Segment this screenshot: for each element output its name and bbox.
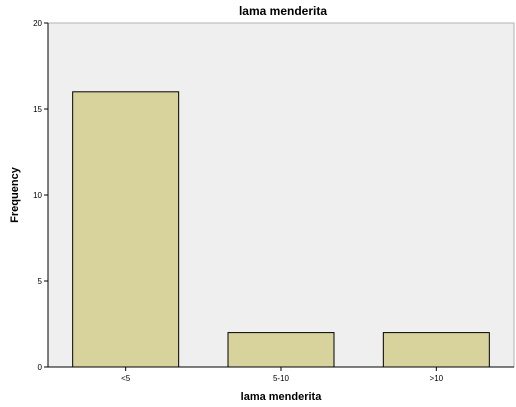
- chart-title: lama menderita: [239, 4, 327, 18]
- x-tick-label: 5-10: [273, 374, 290, 383]
- y-tick-label: 20: [33, 19, 42, 28]
- bar: [382, 332, 490, 368]
- x-tick-label: <5: [121, 374, 131, 383]
- y-axis-ticks: 0 5 10 15 20: [33, 19, 48, 372]
- x-axis-ticks: <5 5-10 >10: [121, 367, 444, 383]
- y-tick-label: 10: [33, 191, 42, 200]
- x-axis-title: lama menderita: [241, 391, 323, 403]
- bar: [72, 91, 180, 368]
- y-axis-title: Frequency: [9, 166, 21, 223]
- y-tick-label: 15: [33, 105, 42, 114]
- bar: [227, 332, 335, 368]
- y-tick-label: 5: [38, 277, 43, 286]
- bars-layer: [72, 91, 490, 368]
- x-tick-label: >10: [430, 374, 444, 383]
- y-tick-label: 0: [38, 363, 43, 372]
